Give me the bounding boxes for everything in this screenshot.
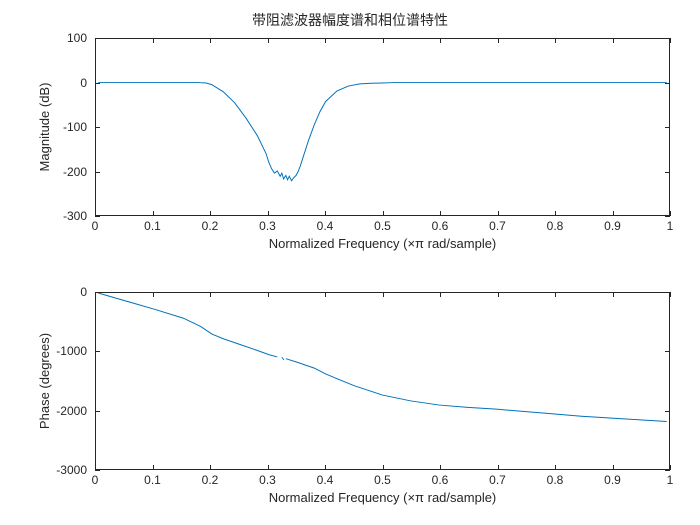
- xtick-mark: [325, 465, 326, 470]
- xtick-mark: [268, 211, 269, 216]
- ytick-mark: [95, 172, 100, 173]
- ytick-label: 0: [47, 76, 87, 90]
- xtick-mark: [153, 465, 154, 470]
- xtick-label: 0: [92, 219, 99, 233]
- xtick-mark: [440, 465, 441, 470]
- ytick-mark: [95, 292, 100, 293]
- ytick-mark: [665, 411, 670, 412]
- xtick-label: 0.4: [317, 219, 334, 233]
- xtick-mark: [325, 38, 326, 43]
- ytick-mark: [665, 351, 670, 352]
- magnitude-line: [96, 39, 669, 215]
- xtick-mark: [383, 38, 384, 43]
- xtick-mark: [383, 292, 384, 297]
- xtick-mark: [325, 211, 326, 216]
- ytick-label: -300: [47, 209, 87, 223]
- xtick-label: 0.9: [604, 219, 621, 233]
- magnitude-xlabel: Normalized Frequency (×π rad/sample): [95, 236, 670, 251]
- xtick-mark: [613, 465, 614, 470]
- xtick-mark: [613, 292, 614, 297]
- xtick-mark: [555, 38, 556, 43]
- xtick-label: 0: [92, 473, 99, 487]
- xtick-mark: [440, 211, 441, 216]
- xtick-mark: [210, 465, 211, 470]
- ytick-mark: [665, 470, 670, 471]
- xtick-label: 0.2: [202, 473, 219, 487]
- xtick-mark: [210, 211, 211, 216]
- xtick-mark: [670, 38, 671, 43]
- ytick-label: -3000: [47, 463, 87, 477]
- ytick-mark: [665, 38, 670, 39]
- xtick-label: 0.3: [259, 473, 276, 487]
- magnitude-plot-area: [95, 38, 670, 216]
- ytick-label: -100: [47, 120, 87, 134]
- ytick-label: 0: [47, 285, 87, 299]
- xtick-mark: [440, 292, 441, 297]
- ytick-mark: [95, 127, 100, 128]
- xtick-label: 0.1: [144, 219, 161, 233]
- ytick-mark: [665, 83, 670, 84]
- xtick-mark: [153, 38, 154, 43]
- xtick-label: 0.5: [374, 473, 391, 487]
- xtick-label: 0.7: [489, 473, 506, 487]
- ytick-mark: [95, 411, 100, 412]
- xtick-mark: [383, 211, 384, 216]
- phase-xlabel: Normalized Frequency (×π rad/sample): [95, 490, 670, 505]
- ytick-mark: [665, 216, 670, 217]
- xtick-mark: [613, 38, 614, 43]
- ytick-mark: [95, 83, 100, 84]
- xtick-mark: [383, 465, 384, 470]
- xtick-mark: [555, 292, 556, 297]
- phase-ylabel: Phase (degrees): [37, 292, 52, 470]
- xtick-label: 0.4: [317, 473, 334, 487]
- xtick-label: 0.7: [489, 219, 506, 233]
- xtick-mark: [670, 292, 671, 297]
- xtick-label: 0.5: [374, 219, 391, 233]
- ytick-mark: [95, 216, 100, 217]
- xtick-mark: [498, 38, 499, 43]
- xtick-label: 0.1: [144, 473, 161, 487]
- phase-line: [96, 293, 669, 469]
- xtick-label: 0.8: [547, 473, 564, 487]
- xtick-mark: [268, 465, 269, 470]
- xtick-mark: [498, 292, 499, 297]
- xtick-mark: [268, 292, 269, 297]
- ytick-mark: [665, 292, 670, 293]
- ytick-mark: [95, 351, 100, 352]
- xtick-label: 1: [667, 473, 674, 487]
- ytick-label: -200: [47, 165, 87, 179]
- xtick-mark: [153, 211, 154, 216]
- xtick-label: 0.6: [432, 473, 449, 487]
- xtick-mark: [210, 38, 211, 43]
- ytick-mark: [665, 172, 670, 173]
- xtick-label: 0.3: [259, 219, 276, 233]
- ytick-mark: [95, 470, 100, 471]
- xtick-label: 0.2: [202, 219, 219, 233]
- phase-plot-area: [95, 292, 670, 470]
- xtick-mark: [440, 38, 441, 43]
- xtick-mark: [555, 465, 556, 470]
- xtick-mark: [210, 292, 211, 297]
- xtick-mark: [268, 38, 269, 43]
- main-title: 带阻滤波器幅度谱和相位谱特性: [0, 10, 700, 30]
- xtick-label: 0.6: [432, 219, 449, 233]
- xtick-mark: [613, 211, 614, 216]
- ytick-mark: [665, 127, 670, 128]
- xtick-mark: [498, 211, 499, 216]
- ytick-label: -2000: [47, 404, 87, 418]
- xtick-mark: [153, 292, 154, 297]
- xtick-label: 0.8: [547, 219, 564, 233]
- xtick-label: 1: [667, 219, 674, 233]
- xtick-mark: [325, 292, 326, 297]
- ytick-mark: [95, 38, 100, 39]
- ytick-label: 100: [47, 31, 87, 45]
- ytick-label: -1000: [47, 344, 87, 358]
- xtick-mark: [670, 465, 671, 470]
- xtick-mark: [555, 211, 556, 216]
- xtick-mark: [498, 465, 499, 470]
- xtick-mark: [670, 211, 671, 216]
- xtick-label: 0.9: [604, 473, 621, 487]
- figure-container: 带阻滤波器幅度谱和相位谱特性 Magnitude (dB) Normalized…: [0, 0, 700, 525]
